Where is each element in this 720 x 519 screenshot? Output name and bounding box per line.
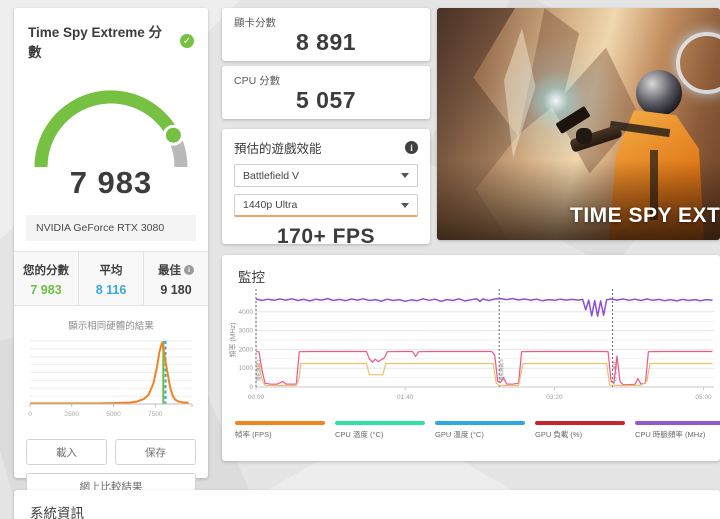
- chevron-down-icon: [401, 202, 409, 208]
- verified-check-icon: ✓: [180, 34, 194, 48]
- legend-item-2[interactable]: GPU 溫度 (°C): [435, 421, 535, 440]
- graphics-score-value: 8 891: [295, 29, 357, 55]
- banner-caption: TIME SPY EXTREME: [570, 204, 720, 227]
- score-distribution-chart: 顯示相同硬體的結果 0 2500 5000 7500: [14, 306, 208, 427]
- benchmark-banner: TIME SPY EXTREME: [437, 8, 720, 240]
- svg-text:0: 0: [249, 384, 253, 391]
- histogram-title: 顯示相同硬體的結果: [68, 321, 154, 332]
- glove: [576, 128, 592, 144]
- legend-item-1[interactable]: CPU 溫度 (°C): [335, 421, 435, 440]
- banner-bottom-shade: [437, 160, 720, 240]
- monitoring-title: 監控: [238, 270, 265, 285]
- stat-best-score: 最佳 i 9 180: [143, 252, 208, 305]
- legend-color-bar: [435, 421, 525, 425]
- svg-text:2500: 2500: [65, 411, 80, 418]
- svg-text:05:00: 05:00: [695, 394, 712, 401]
- score-gauge-arc: [34, 90, 188, 168]
- histogram-svg: 0 2500 5000 7500: [28, 340, 193, 418]
- gpu-name: NVIDIA GeForce RTX 3080: [26, 215, 196, 241]
- graphics-score-card: 顯卡分數 8 891: [222, 8, 430, 61]
- legend-item-0[interactable]: 幀率 (FPS): [235, 421, 335, 440]
- svg-text:7500: 7500: [148, 411, 163, 418]
- result-summary-card: Time Spy Extreme 分數 ✓ 7 983 NVIDIA GeFor…: [14, 8, 208, 519]
- legend-color-bar: [335, 421, 425, 425]
- quality-select[interactable]: 1440p Ultra: [234, 194, 418, 217]
- legend-label: CPU 時脈頻率 (MHz): [635, 430, 706, 439]
- stat-your-score: 您的分數 7 983: [23, 265, 69, 297]
- stat-average-score: 平均 8 116: [78, 252, 143, 305]
- overall-score: 7 983: [69, 165, 153, 200]
- banner-ring: [676, 32, 720, 94]
- system-info-card: 系統資訊 GPU ✓ NVIDIA GeForce RTX 3080 CPU A…: [14, 490, 720, 519]
- estimated-fps: 170+ FPS: [277, 225, 375, 248]
- legend-item-4[interactable]: CPU 時脈頻率 (MHz): [635, 421, 720, 440]
- legend-color-bar: [235, 421, 325, 425]
- performance-info-icon[interactable]: i: [405, 141, 418, 154]
- svg-text:圖形測試 1: 圖形測試 1: [255, 359, 262, 381]
- legend-item-3[interactable]: GPU 負載 (%): [535, 421, 635, 440]
- svg-text:圖形測試 2: 圖形測試 2: [498, 359, 505, 381]
- helmet: [636, 70, 682, 116]
- svg-text:3000: 3000: [239, 328, 254, 335]
- svg-text:5000: 5000: [106, 411, 121, 418]
- graphics-score-label: 顯卡分數: [234, 17, 276, 29]
- system-info-title: 系統資訊: [30, 506, 84, 519]
- monitoring-legend: 幀率 (FPS) CPU 溫度 (°C) GPU 溫度 (°C) GPU 負載 (%)…: [235, 421, 720, 440]
- svg-text:4000: 4000: [239, 309, 254, 316]
- svg-text:2000: 2000: [239, 346, 254, 353]
- legend-label: GPU 負載 (%): [535, 430, 583, 439]
- legend-color-bar: [635, 421, 720, 425]
- score-gauge: 7 983: [14, 67, 208, 205]
- cpu-score-label: CPU 分數: [234, 75, 281, 87]
- legend-label: 幀率 (FPS): [235, 430, 272, 439]
- result-title: Time Spy Extreme 分數: [28, 25, 163, 60]
- svg-text:0: 0: [28, 411, 32, 418]
- save-button[interactable]: 保存: [115, 439, 196, 465]
- svg-text:頻率 (MHz): 頻率 (MHz): [228, 323, 237, 358]
- score-stats-row: 您的分數 7 983 平均 8 116 最佳 i 9 180: [14, 251, 208, 306]
- game-select[interactable]: Battlefield V: [234, 164, 418, 187]
- estimated-game-performance-card: 預估的遊戲效能 i Battlefield V 1440p Ultra 170+…: [222, 129, 430, 248]
- legend-label: CPU 溫度 (°C): [335, 430, 384, 439]
- svg-text:00:00: 00:00: [248, 394, 265, 401]
- game-performance-title: 預估的遊戲效能: [234, 142, 322, 156]
- load-button[interactable]: 載入: [26, 439, 107, 465]
- cpu-score-value: 5 057: [295, 87, 357, 113]
- svg-text:01:40: 01:40: [397, 394, 414, 401]
- legend-color-bar: [535, 421, 625, 425]
- cpu-score-card: CPU 分數 5 057: [222, 66, 430, 119]
- chevron-down-icon: [401, 173, 409, 178]
- svg-text:03:20: 03:20: [546, 394, 563, 401]
- monitoring-card: 監控 0 1000 2000 3000 4000 頻率 (MHz) 00:00 01:40 03…: [222, 255, 720, 461]
- legend-label: GPU 溫度 (°C): [435, 430, 484, 439]
- svg-text:1000: 1000: [239, 365, 254, 372]
- best-info-icon[interactable]: i: [184, 265, 194, 275]
